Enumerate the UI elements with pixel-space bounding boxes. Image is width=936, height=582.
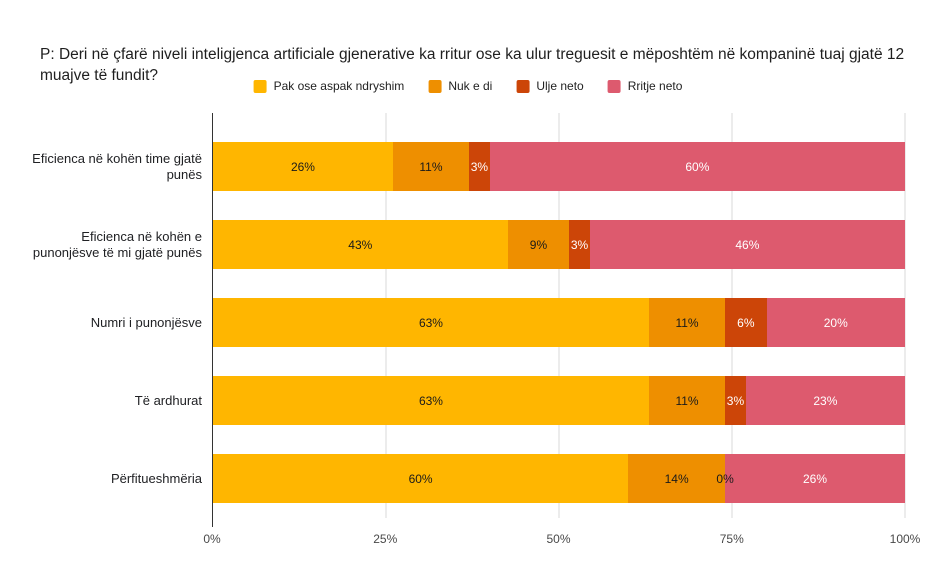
value-label: 26% xyxy=(803,471,828,486)
value-label: 9% xyxy=(529,237,548,252)
bar-segment: 3% xyxy=(569,220,590,269)
legend: Pak ose aspak ndryshim Nuk e di Ulje neto R… xyxy=(253,79,683,93)
bar-segment: 26% xyxy=(213,142,393,191)
bar-segment: 6% xyxy=(725,298,767,347)
legend-swatch-icon xyxy=(428,79,442,93)
bar-segment: 3% xyxy=(725,376,746,425)
x-axis-tick-label: 100% xyxy=(889,532,921,546)
category-label: Eficienca në kohën time gjatë punës xyxy=(32,150,202,182)
category-label: Të ardhurat xyxy=(134,392,202,408)
bar-segment: 60% xyxy=(213,454,629,503)
legend-item: Ulje neto xyxy=(516,79,584,93)
bar-row: 63% 11% 3% 23% xyxy=(213,376,905,425)
x-axis-tick xyxy=(212,518,213,527)
legend-label: Rritje neto xyxy=(627,79,683,93)
chart-title: P: Deri në çfarë niveli inteligjenca art… xyxy=(40,46,905,84)
bar-segment: 11% xyxy=(648,376,726,425)
value-label: 63% xyxy=(418,315,443,330)
value-label: 11% xyxy=(675,315,699,330)
value-label: 3% xyxy=(570,237,589,252)
x-axis-tick-label: 0% xyxy=(203,532,221,546)
value-label: 63% xyxy=(418,393,443,408)
bar-segment: 46% xyxy=(589,220,905,269)
bar-segment: 20% xyxy=(766,298,905,347)
bar-row: 63% 11% 6% 20% xyxy=(213,298,905,347)
value-label: 60% xyxy=(685,159,710,174)
category-label: Numri i punonjësve xyxy=(90,314,202,330)
legend-swatch-icon xyxy=(607,79,621,93)
bar-segment: 3% xyxy=(469,142,490,191)
bar-row: 26% 11% 3% 60% xyxy=(213,142,905,191)
category-label: Eficienca në kohën e punonjësve të mi gj… xyxy=(32,228,202,260)
bar-segment: 11% xyxy=(392,142,470,191)
legend-item: Rritje neto xyxy=(607,79,683,93)
bar-segment: 26% xyxy=(725,454,905,503)
value-label: 3% xyxy=(470,159,489,174)
legend-swatch-icon xyxy=(253,79,267,93)
bar-segment: 23% xyxy=(745,376,905,425)
value-label: 23% xyxy=(813,393,838,408)
bar-segment: 63% xyxy=(213,376,649,425)
legend-label: Pak ose aspak ndryshim xyxy=(273,79,405,93)
x-axis-tick-label: 75% xyxy=(719,532,744,546)
value-label: 43% xyxy=(348,237,373,252)
legend-label: Nuk e di xyxy=(448,79,493,93)
value-label: 14% xyxy=(664,471,689,486)
bar-row: 43% 9% 3% 46% xyxy=(213,220,905,269)
value-label: 11% xyxy=(675,393,699,408)
value-label: 60% xyxy=(408,471,433,486)
value-label: 46% xyxy=(735,237,760,252)
value-label: 20% xyxy=(823,315,848,330)
category-label: Përfitueshmëria xyxy=(110,470,202,486)
x-axis-tick-label: 50% xyxy=(546,532,571,546)
bar-segment: 43% xyxy=(213,220,508,269)
bar-segment: 14% xyxy=(628,454,726,503)
legend-item: Nuk e di xyxy=(428,79,492,93)
value-label: 26% xyxy=(290,159,315,174)
value-label: 0% xyxy=(716,471,734,486)
gridline xyxy=(904,113,906,518)
value-label: 6% xyxy=(737,315,755,330)
legend-item: Pak ose aspak ndryshim xyxy=(253,79,405,93)
x-axis-tick-label: 25% xyxy=(373,532,398,546)
value-label: 11% xyxy=(419,159,443,174)
bar-row: 60% 14% 0% 26% xyxy=(213,454,905,503)
bar-segment: 60% xyxy=(489,142,905,191)
plot-area: 26% 11% 3% 60% 43% 9% 3% 46% 63% 11% 6% 20% 63% 11% 3%… xyxy=(212,113,906,518)
legend-label: Ulje neto xyxy=(536,79,584,93)
value-label: 3% xyxy=(726,393,745,408)
bar-segment: 11% xyxy=(648,298,726,347)
bar-segment: 63% xyxy=(213,298,649,347)
bar-segment: 9% xyxy=(507,220,570,269)
legend-swatch-icon xyxy=(516,79,530,93)
